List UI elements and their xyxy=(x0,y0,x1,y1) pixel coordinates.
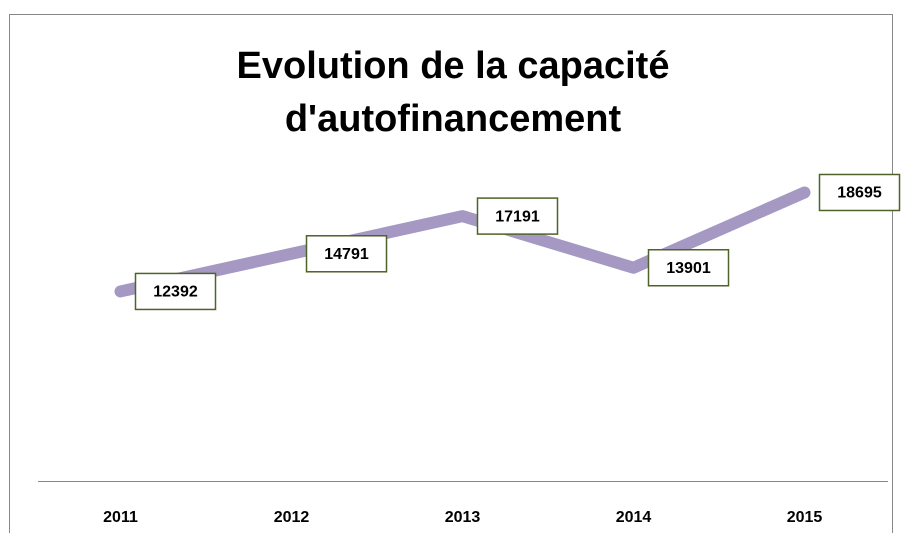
series-line xyxy=(114,186,811,298)
x-tick-label: 2013 xyxy=(445,509,481,526)
x-tick-label: 2011 xyxy=(103,509,138,526)
x-tick-label: 2015 xyxy=(787,509,823,526)
data-label: 13901 xyxy=(666,260,711,277)
data-label-box xyxy=(305,235,388,273)
data-label: 12392 xyxy=(153,284,198,301)
data-label-box xyxy=(647,249,730,287)
data-label: 14791 xyxy=(324,246,369,263)
data-label-box xyxy=(818,173,901,212)
data-label: 17191 xyxy=(495,208,540,225)
data-label-box xyxy=(134,272,217,311)
x-tick-label: 2012 xyxy=(274,509,310,526)
x-tick-label: 2014 xyxy=(616,509,652,526)
chart-title: Evolution de la capacité d'autofinanceme… xyxy=(236,45,670,140)
data-label: 18695 xyxy=(837,185,882,202)
data-label-box xyxy=(476,197,559,235)
